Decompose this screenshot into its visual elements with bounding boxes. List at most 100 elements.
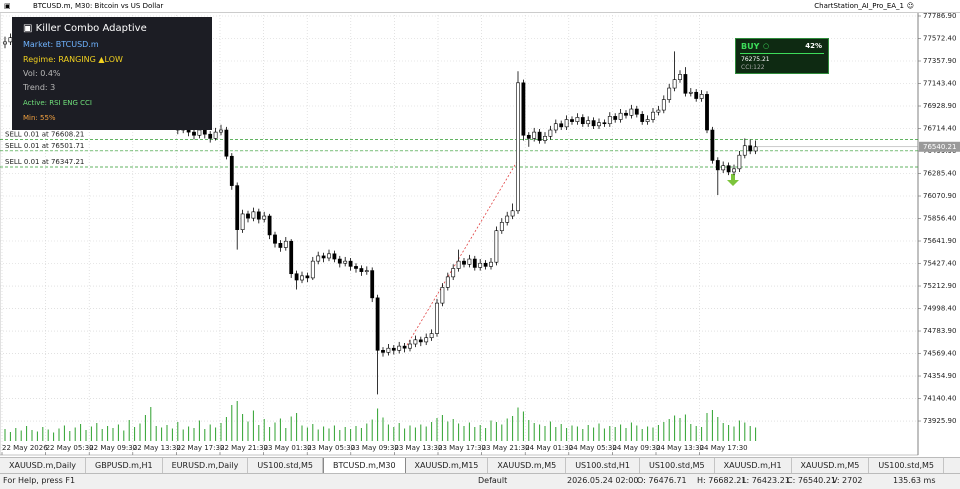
- candle-body: [483, 262, 488, 267]
- x-tick-label: 23 May 05:30: [307, 444, 355, 452]
- y-tick-label: 76928.90: [923, 102, 956, 110]
- x-tick-label: 22 May 05:30: [46, 444, 94, 452]
- candle-body: [661, 99, 666, 111]
- candle-body: [391, 347, 396, 351]
- candle-body: [3, 41, 7, 45]
- panel-title: Killer Combo Adaptive: [35, 23, 147, 34]
- expert-icon: ☺: [906, 2, 914, 10]
- candle-body: [559, 123, 564, 128]
- candle-body: [505, 215, 510, 223]
- candle-body: [256, 211, 261, 220]
- candle-body: [629, 108, 634, 116]
- panel-title-row: ▣ Killer Combo Adaptive: [23, 23, 147, 34]
- chart-tab[interactable]: XAUUSD.m,M15: [406, 458, 489, 474]
- status-help: For Help, press F1: [3, 476, 76, 485]
- candle-body: [456, 260, 461, 269]
- candle-body: [219, 129, 223, 133]
- current-price-label: 76540.21: [923, 143, 956, 151]
- candle-body: [229, 155, 234, 186]
- candle-body: [375, 297, 380, 351]
- x-tick-label: 24 May 17:30: [700, 444, 748, 452]
- y-tick-label: 76714.40: [923, 125, 956, 133]
- candle-body: [289, 240, 294, 275]
- chart-tab[interactable]: US100.std,M5: [248, 458, 323, 474]
- candle-body: [413, 339, 418, 345]
- candle-body: [618, 112, 623, 120]
- chart-tab[interactable]: BTCUSD.m,M30: [322, 458, 406, 474]
- candle-body: [732, 168, 736, 173]
- y-tick-label: 74354.90: [923, 372, 956, 380]
- y-tick-label: 76285.40: [923, 170, 956, 178]
- y-tick-label: 74140.40: [923, 395, 956, 403]
- candle-body: [526, 134, 531, 139]
- x-tick-label: 23 May 09:30: [351, 444, 399, 452]
- candle-body: [694, 91, 699, 99]
- candle-body: [262, 215, 267, 220]
- candle-body: [440, 287, 445, 304]
- panel-vol: Vol: 0.4%: [23, 69, 61, 78]
- info-panel: ▣ Killer Combo Adaptive Market: BTCUSD.m…: [12, 17, 212, 130]
- candle-body: [246, 213, 250, 219]
- candle-body: [634, 108, 639, 115]
- signal-direction: BUY: [741, 42, 760, 51]
- chart-tab[interactable]: US100.std,M5: [640, 458, 715, 474]
- chart-tab[interactable]: EURUSD.m,Daily: [163, 458, 249, 474]
- chart-tab[interactable]: GBPUSD.m,H1: [86, 458, 163, 474]
- candle-body: [300, 275, 304, 281]
- candle-body: [267, 215, 272, 236]
- candle-body: [753, 146, 758, 152]
- candle-body: [564, 119, 569, 128]
- candle-body: [699, 94, 704, 99]
- y-tick-label: 75856.40: [923, 215, 956, 223]
- panel-market: Market: BTCUSD.m: [23, 40, 99, 49]
- candle-body: [381, 350, 385, 353]
- candle-body: [408, 343, 412, 349]
- plot-layer: 77786.90 77572.40 77357.90 77143.40 76928.90…: [0, 12, 960, 455]
- signal-box: BUY ○ 42% 76275.21 CCI:122: [735, 38, 829, 74]
- signal-price: 76275.21: [741, 56, 770, 63]
- candle-body: [494, 230, 499, 263]
- chart-tab[interactable]: US100.std,M5: [869, 458, 944, 474]
- candle-body: [521, 82, 526, 136]
- candle-body: [667, 87, 672, 100]
- candle-body: [607, 116, 612, 125]
- chart-tab[interactable]: XAUUSD.m,Daily: [0, 458, 87, 474]
- candle-body: [651, 111, 655, 120]
- candle-body: [510, 210, 515, 217]
- candle-body: [462, 260, 466, 265]
- y-tick-label: 75641.90: [923, 237, 956, 245]
- candle-body: [321, 255, 326, 259]
- candle-body: [273, 234, 277, 244]
- candle-body: [310, 260, 315, 279]
- x-tick-label: 23 May 17:30: [438, 444, 486, 452]
- candle-body: [224, 129, 229, 157]
- candle-body: [591, 120, 596, 127]
- status-ping: 135.63 ms: [893, 476, 936, 485]
- candle-body: [586, 120, 591, 125]
- chart-tab[interactable]: XAUUSD.m,M5: [488, 458, 567, 474]
- candle-body: [354, 266, 358, 269]
- candle-body: [537, 131, 542, 141]
- candle-body: [343, 260, 348, 264]
- candle-body: [327, 253, 331, 259]
- chart-tab[interactable]: XAUUSD.m,M5: [792, 458, 870, 474]
- x-tick-label: 22 May 17:30: [176, 444, 224, 452]
- candle-body: [656, 109, 661, 113]
- panel-regime: Regime: RANGING: [23, 55, 96, 64]
- status-open: O: 76476.71: [637, 476, 687, 485]
- y-tick-label: 77572.40: [923, 34, 956, 42]
- status-bar: For Help, press F1 Default 2026.05.24 02…: [0, 473, 960, 489]
- status-volume: V: 2702: [832, 476, 863, 485]
- candle-body: [370, 270, 375, 299]
- candle-body: [548, 129, 553, 137]
- candle-body: [386, 347, 391, 353]
- x-tick-label: 24 May 09:30: [612, 444, 660, 452]
- candle-body: [748, 145, 753, 152]
- candle-body: [445, 276, 450, 288]
- panel-trend: Trend: 3: [23, 83, 56, 92]
- title-bar: ▣ BTCUSD.m, M30: Bitcoin vs US Dollar Ch…: [0, 0, 960, 13]
- chart-tab[interactable]: US100.std,H1: [566, 458, 640, 474]
- candle-body: [316, 255, 321, 262]
- candle-body: [499, 222, 504, 232]
- chart-tab[interactable]: XAUUSD.m,H1: [715, 458, 792, 474]
